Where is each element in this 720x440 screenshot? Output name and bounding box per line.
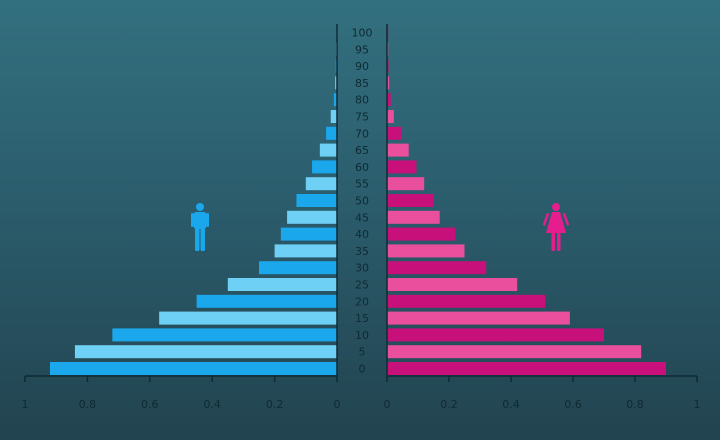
left-bars-group	[49, 26, 338, 375]
female-person-icon	[542, 203, 570, 251]
right-bar-age-90	[387, 59, 389, 73]
age-label-20: 20	[355, 295, 369, 308]
left-bar-age-60	[312, 160, 337, 174]
left-tick-label-0: 0	[334, 398, 341, 411]
left-bar-age-15	[159, 311, 337, 325]
age-label-5: 5	[359, 346, 366, 359]
left-bar-age-50	[296, 194, 337, 207]
right-bar-age-10	[387, 328, 604, 342]
right-bar-age-20	[387, 294, 546, 308]
age-label-45: 45	[355, 211, 369, 224]
left-bar-age-10	[112, 328, 337, 342]
age-label-80: 80	[355, 94, 369, 107]
right-bar-age-80	[387, 93, 391, 107]
left-tick-label-1: 1	[22, 398, 29, 411]
left-tick-label-0.2: 0.2	[266, 398, 284, 411]
age-label-30: 30	[355, 262, 369, 275]
left-bar-age-40	[280, 227, 337, 241]
male-person-icon	[191, 203, 209, 251]
right-tick-label-1: 1	[694, 398, 701, 411]
right-bar-age-50	[387, 194, 434, 207]
left-tick-label-0.6: 0.6	[141, 398, 159, 411]
age-label-85: 85	[355, 77, 369, 90]
age-label-35: 35	[355, 245, 369, 258]
right-bar-age-60	[387, 160, 417, 174]
right-tick-label-0.4: 0.4	[502, 398, 520, 411]
right-bar-age-40	[387, 227, 456, 241]
left-bar-age-0	[49, 362, 338, 375]
right-bar-age-85	[387, 76, 390, 90]
age-label-65: 65	[355, 144, 369, 157]
left-bar-age-35	[274, 244, 337, 258]
age-label-95: 95	[355, 43, 369, 56]
right-bar-age-75	[387, 110, 394, 123]
right-tick-label-0: 0	[384, 398, 391, 411]
right-bar-age-55	[387, 177, 425, 191]
age-label-90: 90	[355, 60, 369, 73]
right-bar-age-25	[387, 278, 518, 291]
left-bar-age-70	[326, 126, 337, 140]
right-tick-label-0.8: 0.8	[626, 398, 644, 411]
left-bar-age-45	[287, 210, 337, 224]
left-bar-age-65	[319, 143, 337, 157]
left-bar-age-75	[330, 110, 337, 123]
right-bar-age-45	[387, 210, 440, 224]
age-label-10: 10	[355, 329, 369, 342]
age-label-70: 70	[355, 127, 369, 140]
age-label-40: 40	[355, 228, 369, 241]
left-bar-age-85	[335, 76, 337, 90]
age-label-15: 15	[355, 312, 369, 325]
age-label-75: 75	[355, 111, 369, 124]
age-label-0: 0	[359, 363, 366, 376]
right-bar-age-0	[387, 362, 666, 375]
left-bar-age-20	[196, 294, 337, 308]
right-bar-age-35	[387, 244, 465, 258]
right-bar-age-65	[387, 143, 409, 157]
right-tick-label-0.2: 0.2	[440, 398, 458, 411]
left-bar-age-55	[305, 177, 337, 191]
right-bar-age-70	[387, 126, 401, 140]
right-bars-group	[387, 26, 666, 375]
age-label-55: 55	[355, 178, 369, 191]
left-bar-age-5	[74, 345, 338, 359]
left-tick-label-0.8: 0.8	[79, 398, 97, 411]
left-bar-age-25	[227, 278, 337, 291]
right-bar-age-30	[387, 261, 487, 275]
axes-group: 1 0.8 0.6 0.4 0.2 0 0 0.2 0.4 0.6 0.8 1	[22, 24, 701, 411]
age-label-25: 25	[355, 279, 369, 292]
left-bar-age-30	[259, 261, 337, 275]
left-bar-age-80	[333, 93, 337, 107]
right-bar-age-15	[387, 311, 570, 325]
right-bar-age-5	[387, 345, 642, 359]
age-label-60: 60	[355, 161, 369, 174]
age-labels-group: 0 5 10 15 20 25 30 35 40 45 50 55 60 65 70 75 80 85 90 95 10…	[352, 27, 373, 376]
left-tick-label-0.4: 0.4	[203, 398, 221, 411]
age-label-100: 100	[352, 27, 373, 40]
right-tick-label-0.6: 0.6	[564, 398, 582, 411]
age-label-50: 50	[355, 195, 369, 208]
